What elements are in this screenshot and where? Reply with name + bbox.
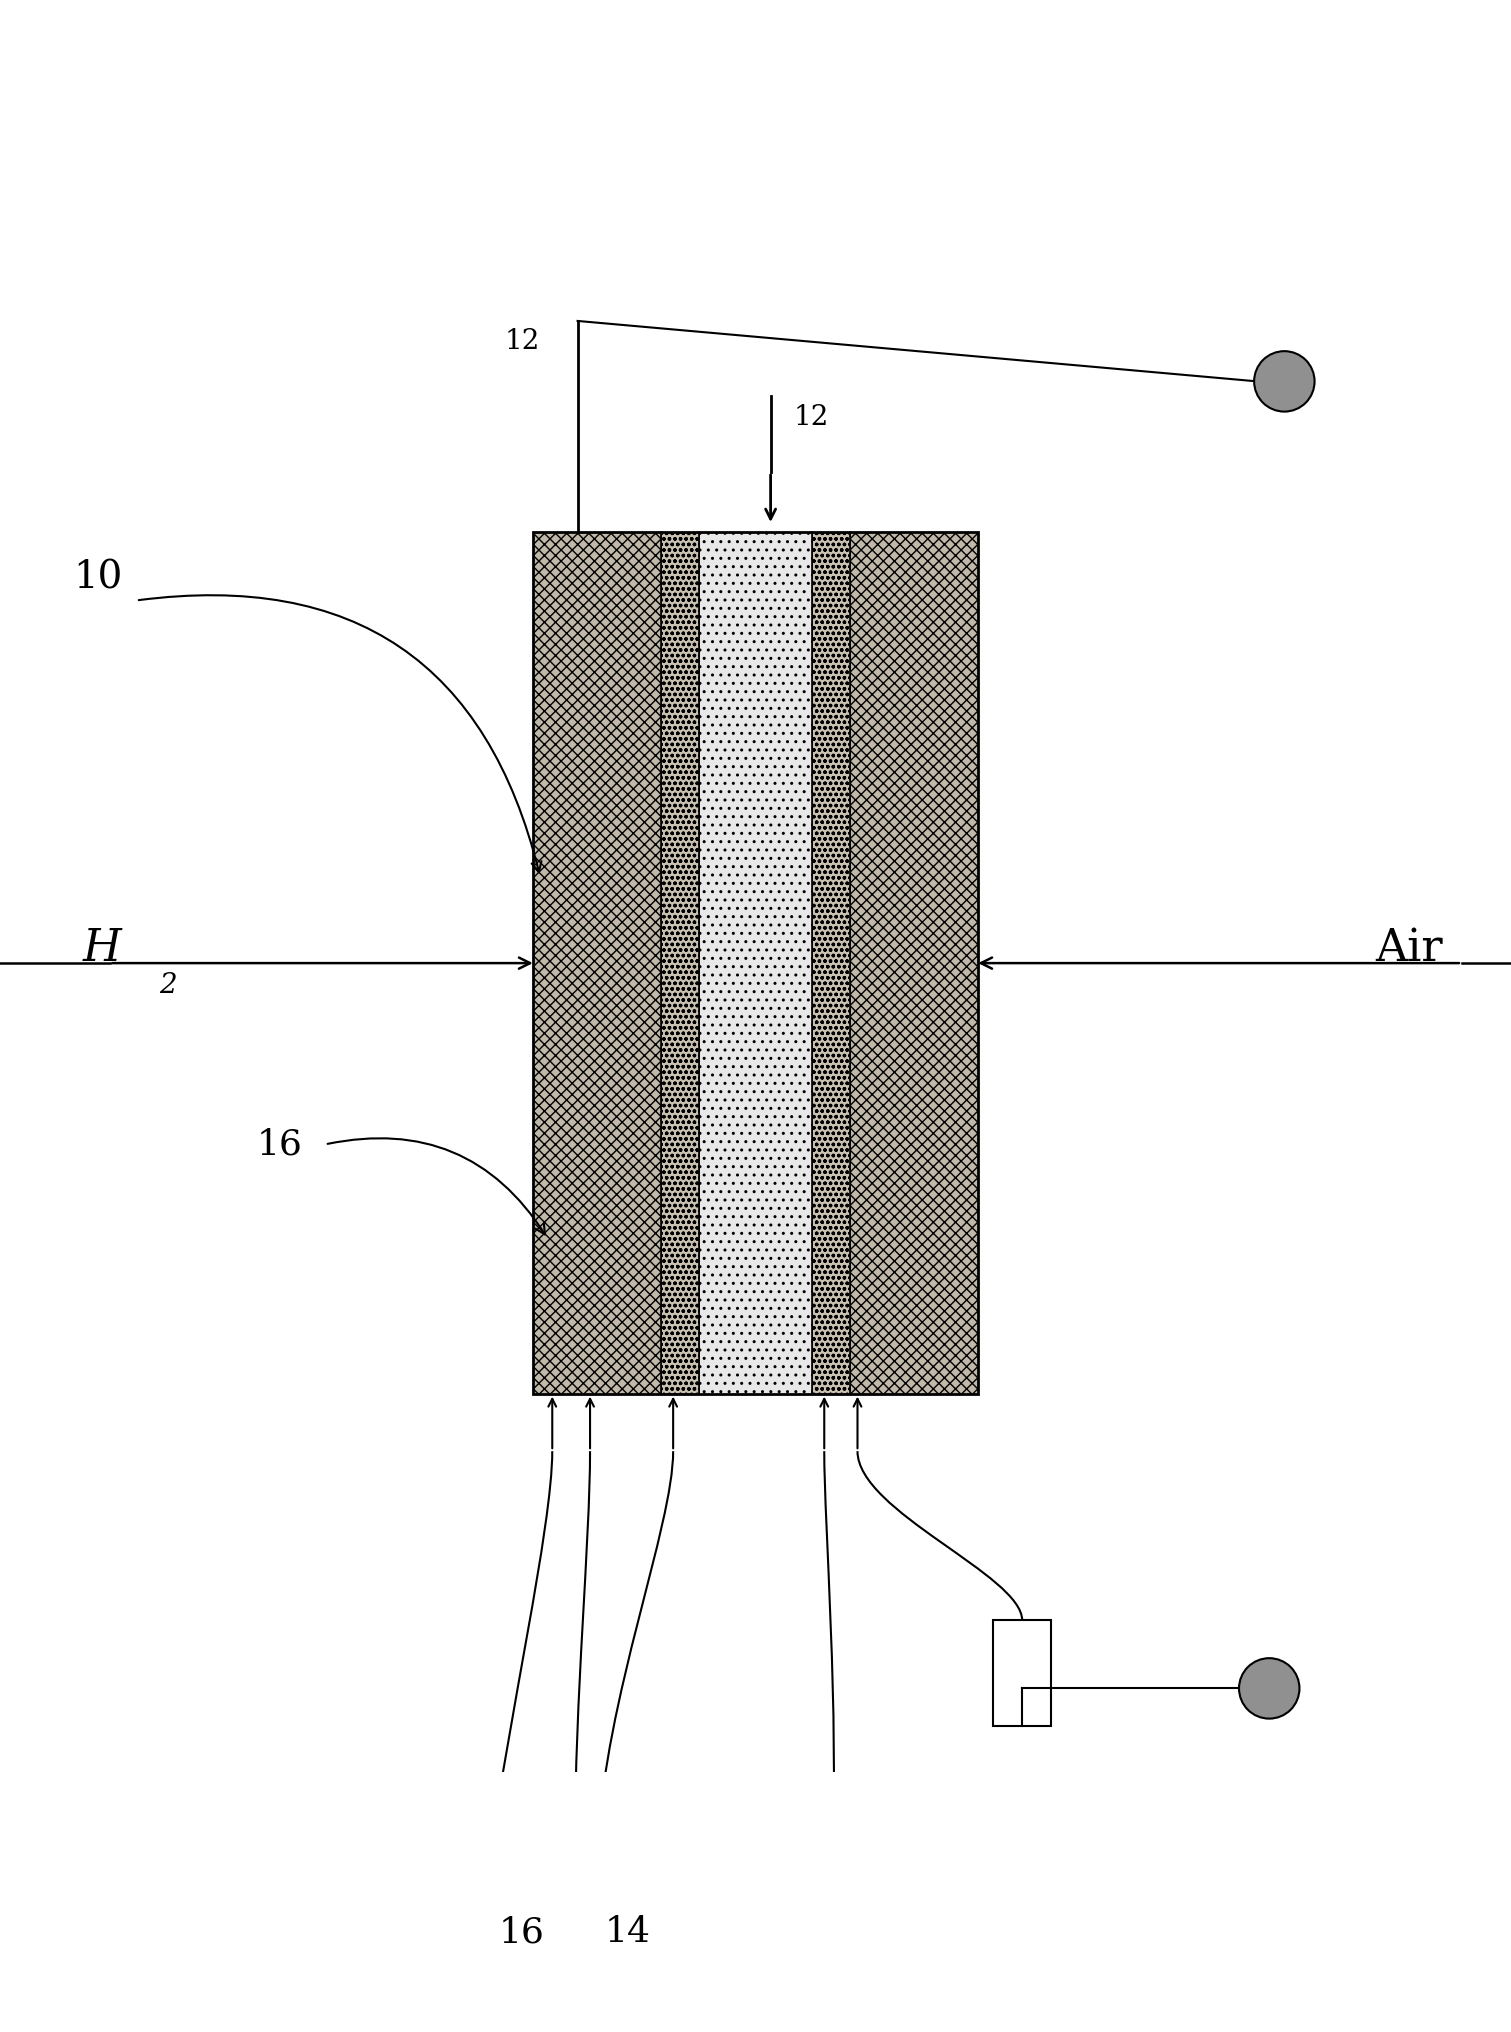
Bar [849,532,979,1394]
Circle shape [1254,352,1315,412]
Text: 2: 2 [159,971,177,1000]
Bar [532,532,662,1394]
Text: 16: 16 [499,1914,545,1949]
Bar [698,532,813,1394]
Text: 12: 12 [793,404,828,431]
Text: 14: 14 [604,1914,651,1949]
Bar [813,532,849,1394]
Text: 12: 12 [505,329,539,356]
Text: 10: 10 [74,559,122,595]
Text: 16: 16 [257,1128,302,1162]
Circle shape [1239,1658,1299,1719]
Bar [994,1620,1052,1725]
Text: Air: Air [1375,927,1443,969]
Text: H: H [83,927,122,969]
Bar [662,532,700,1394]
Bar [532,532,979,1394]
